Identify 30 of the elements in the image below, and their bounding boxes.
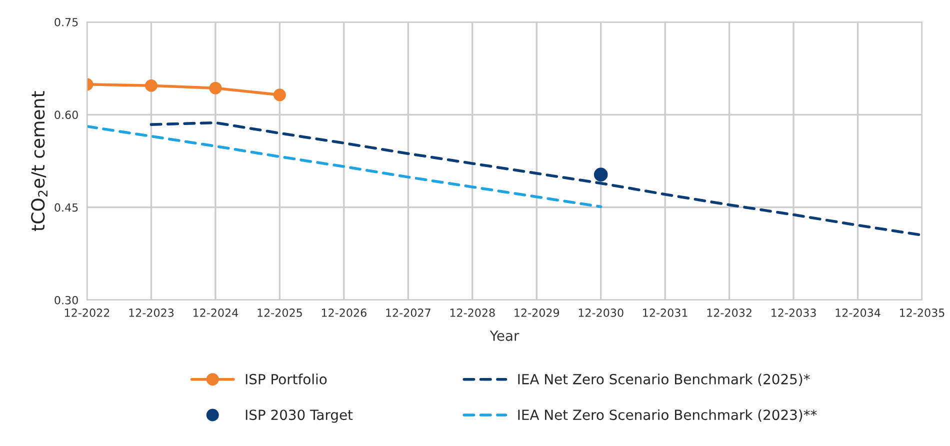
x-tick-label: 12-2024 — [193, 308, 238, 317]
legend-label: ISP Portfolio — [246, 374, 327, 384]
x-tick-label: 12-2032 — [707, 308, 752, 317]
y-tick-label: 0.30 — [54, 296, 78, 304]
y-tick-label: 0.45 — [54, 203, 78, 212]
x-tick-label: 12-2028 — [450, 308, 495, 317]
point — [209, 82, 222, 94]
point — [273, 88, 286, 102]
x-tick-label: 12-2034 — [836, 308, 880, 317]
x-axis-title: Year — [490, 330, 520, 341]
x-tick-label: 12-2030 — [578, 308, 624, 317]
x-tick-label: 12-2035 — [900, 308, 944, 317]
y-tick-label: 0.60 — [54, 110, 78, 120]
x-tick-label: 12-2029 — [514, 308, 560, 317]
legend-label: IEA Net Zero Scenario Benchmark (2025)* — [518, 374, 810, 386]
line-series — [87, 125, 602, 208]
y-axis-title: tCO$_{2}$e/t cement — [31, 91, 48, 232]
legend-label: ISP 2030 Target — [246, 410, 353, 423]
x-tick-label: 12-2033 — [772, 308, 816, 317]
x-tick-label: 12-2022 — [65, 308, 110, 317]
x-tick-label: 12-2023 — [129, 308, 174, 317]
x-tick-label: 12-2031 — [643, 308, 688, 317]
y-tick-label: 0.75 — [54, 18, 78, 26]
x-tick-label: 12-2027 — [386, 308, 430, 317]
x-tick-label: 12-2025 — [258, 308, 302, 317]
line-series — [150, 121, 922, 237]
x-tick-label: 12-2026 — [322, 308, 366, 317]
legend-label: IEA Net Zero Scenario Benchmark (2023)** — [518, 409, 817, 422]
point — [594, 168, 608, 182]
point — [144, 79, 158, 92]
